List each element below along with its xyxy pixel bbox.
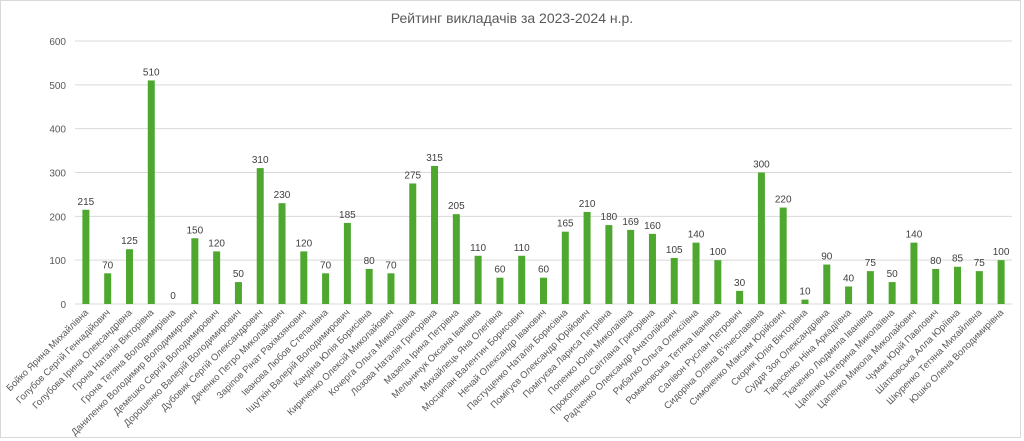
chart-title: Рейтинг викладачів за 2023-2024 н.р. — [391, 10, 633, 26]
bar — [627, 229, 635, 304]
data-label: 50 — [233, 269, 245, 280]
bar — [845, 286, 853, 304]
bar — [474, 255, 482, 304]
bar — [518, 255, 526, 304]
data-label: 210 — [579, 199, 596, 210]
bar — [125, 249, 133, 304]
data-label: 120 — [295, 238, 312, 249]
data-label: 60 — [494, 265, 506, 276]
data-label: 60 — [538, 265, 550, 276]
data-label: 100 — [709, 247, 726, 258]
y-tick-label: 500 — [49, 81, 66, 92]
y-tick-label: 300 — [49, 169, 66, 180]
bar — [648, 233, 656, 304]
data-label: 215 — [78, 197, 95, 208]
data-label: 90 — [821, 252, 833, 263]
data-label: 150 — [187, 225, 204, 236]
bar — [496, 277, 504, 304]
bar — [343, 222, 351, 304]
data-label: 30 — [734, 278, 746, 289]
data-label: 70 — [102, 260, 114, 271]
bar — [256, 168, 264, 304]
data-label: 50 — [887, 269, 899, 280]
bar — [191, 238, 199, 304]
bar — [431, 165, 439, 304]
bar — [104, 273, 112, 304]
bar — [954, 266, 962, 304]
data-label: 100 — [993, 247, 1010, 258]
data-label: 220 — [775, 195, 792, 206]
data-label: 70 — [385, 260, 397, 271]
data-label: 510 — [143, 67, 160, 78]
y-tick-label: 0 — [60, 300, 66, 311]
bar — [801, 299, 809, 304]
bar — [605, 225, 613, 304]
data-label: 300 — [753, 160, 770, 171]
data-label: 105 — [666, 245, 683, 256]
data-label: 165 — [557, 219, 574, 230]
data-label: 80 — [364, 256, 376, 267]
data-label: 75 — [974, 258, 986, 269]
data-label: 140 — [688, 230, 705, 241]
bar — [234, 282, 242, 304]
bar — [561, 231, 569, 304]
data-label: 110 — [470, 243, 486, 254]
data-label: 80 — [930, 256, 942, 267]
bar — [823, 264, 831, 304]
data-label: 275 — [404, 170, 421, 181]
data-label: 180 — [601, 212, 618, 223]
bar — [670, 257, 678, 304]
bar — [409, 183, 417, 304]
bar — [866, 271, 874, 304]
y-tick-label: 400 — [49, 125, 66, 136]
data-label: 185 — [339, 210, 356, 221]
data-label: 230 — [274, 190, 291, 201]
bar — [757, 172, 765, 304]
data-label: 75 — [865, 258, 877, 269]
bar — [82, 209, 90, 304]
y-tick-label: 100 — [49, 256, 66, 267]
y-tick-label: 200 — [49, 212, 66, 223]
bar — [540, 277, 547, 304]
data-label: 110 — [514, 243, 530, 254]
data-label: 125 — [121, 236, 138, 247]
data-label: 70 — [320, 260, 332, 271]
data-label: 310 — [252, 155, 269, 166]
data-label: 169 — [622, 217, 639, 228]
data-label: 40 — [843, 273, 855, 284]
bar — [910, 242, 918, 304]
bar — [452, 214, 460, 304]
data-label: 85 — [952, 254, 964, 265]
y-tick-label: 600 — [49, 37, 66, 48]
bar — [736, 290, 744, 304]
bar — [714, 260, 722, 304]
data-label: 205 — [448, 201, 465, 212]
bar — [278, 203, 286, 304]
bar — [888, 282, 896, 304]
data-label: 0 — [170, 291, 176, 302]
data-label: 315 — [426, 153, 443, 164]
bar — [975, 271, 983, 304]
bar — [692, 242, 700, 304]
bar — [213, 251, 221, 304]
bar — [300, 251, 308, 304]
data-label: 160 — [644, 221, 661, 232]
bar — [387, 273, 395, 304]
bar — [932, 268, 940, 304]
data-label: 120 — [208, 238, 225, 249]
bar — [147, 80, 155, 304]
bar — [779, 207, 787, 304]
bar — [997, 260, 1005, 304]
bar — [583, 211, 591, 304]
bar — [365, 268, 373, 304]
data-label: 10 — [799, 287, 811, 298]
data-label: 140 — [906, 230, 923, 241]
bar — [322, 273, 330, 304]
